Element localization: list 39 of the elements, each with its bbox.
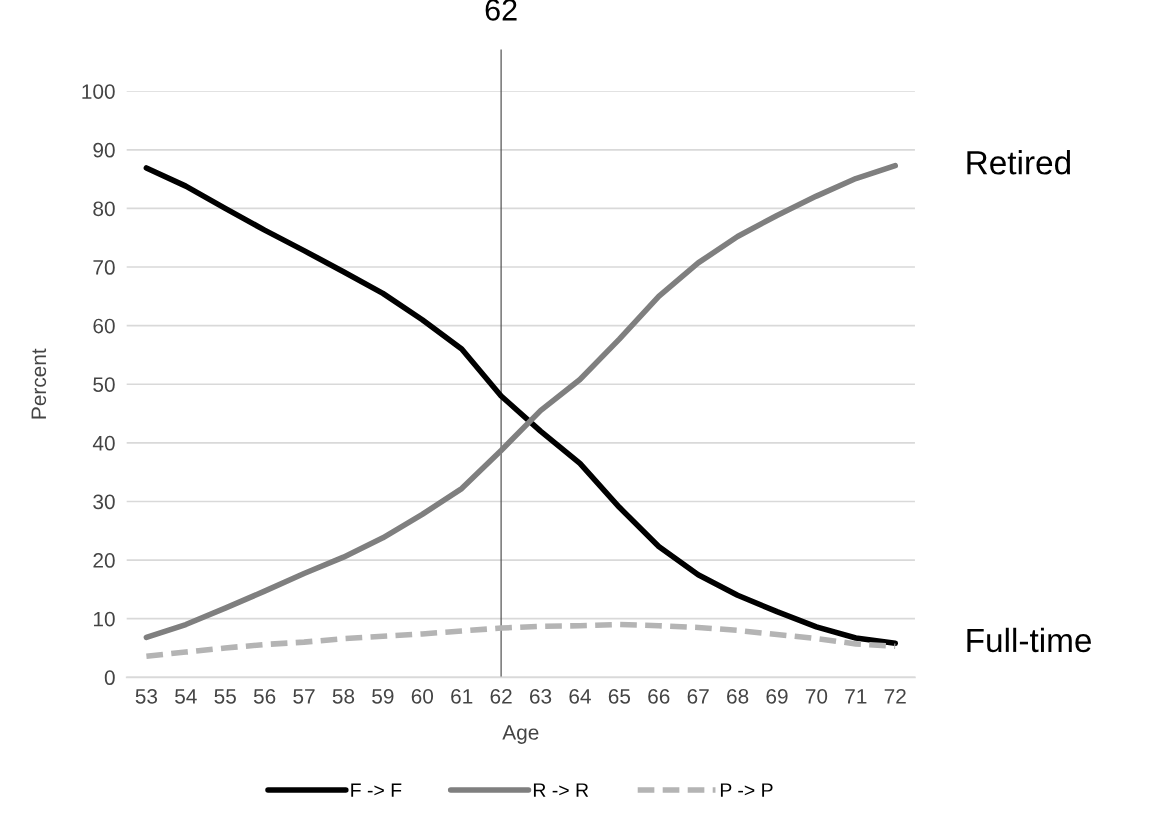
legend-label: F -> F xyxy=(351,783,402,797)
legend-label: R -> R xyxy=(533,783,589,797)
x-tick-label: 63 xyxy=(529,688,552,704)
x-tick-label: 69 xyxy=(766,688,788,704)
ref-line-label: 62 xyxy=(485,0,517,21)
x-tick-label: 66 xyxy=(648,688,670,704)
x-axis-title: Age xyxy=(502,725,539,744)
x-tick-label: 59 xyxy=(372,688,394,704)
y-tick-label: 0 xyxy=(104,670,115,686)
y-tick-label: 20 xyxy=(93,553,115,568)
x-tick-label: 54 xyxy=(175,689,197,704)
x-tick-label: 65 xyxy=(608,688,631,704)
y-axis-title: Percent xyxy=(31,348,47,419)
y-tick-label: 80 xyxy=(93,201,115,217)
x-tick-label: 67 xyxy=(687,688,709,704)
y-tick-label: 30 xyxy=(93,494,115,510)
x-tick-label: 72 xyxy=(884,688,906,704)
x-tick-label: 62 xyxy=(490,688,512,704)
x-tick-label: 71 xyxy=(845,689,867,704)
x-tick-label: 61 xyxy=(451,688,473,704)
y-tick-label: 90 xyxy=(93,142,115,158)
x-tick-label: 64 xyxy=(569,688,591,704)
x-tick-label: 60 xyxy=(411,688,434,704)
annotation: Full-time xyxy=(967,627,1091,653)
x-tick-label: 68 xyxy=(727,688,749,704)
x-tick-label: 70 xyxy=(805,688,828,704)
x-tick-label: 55 xyxy=(214,689,236,704)
y-tick-label: 10 xyxy=(93,611,115,627)
y-tick-label: 50 xyxy=(93,377,115,392)
x-tick-label: 56 xyxy=(253,688,276,704)
legend-label: P -> P xyxy=(720,783,773,797)
y-tick-label: 40 xyxy=(92,435,115,451)
x-tick-label: 58 xyxy=(332,688,355,704)
x-tick-label: 53 xyxy=(135,688,158,704)
y-tick-label: 100 xyxy=(82,84,115,99)
annotation: Retired xyxy=(967,150,1070,175)
y-tick-label: 70 xyxy=(93,260,115,275)
y-tick-label: 60 xyxy=(93,318,115,334)
x-tick-label: 57 xyxy=(293,689,315,704)
